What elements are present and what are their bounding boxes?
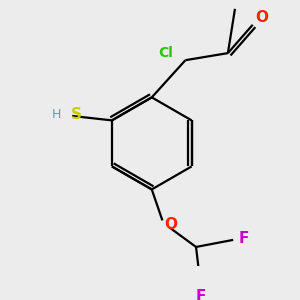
Text: F: F bbox=[195, 289, 206, 300]
Text: F: F bbox=[238, 231, 249, 246]
Text: O: O bbox=[255, 10, 268, 25]
Text: S: S bbox=[71, 107, 82, 122]
Text: Cl: Cl bbox=[158, 46, 173, 60]
Text: H: H bbox=[52, 108, 61, 121]
Text: O: O bbox=[165, 217, 178, 232]
